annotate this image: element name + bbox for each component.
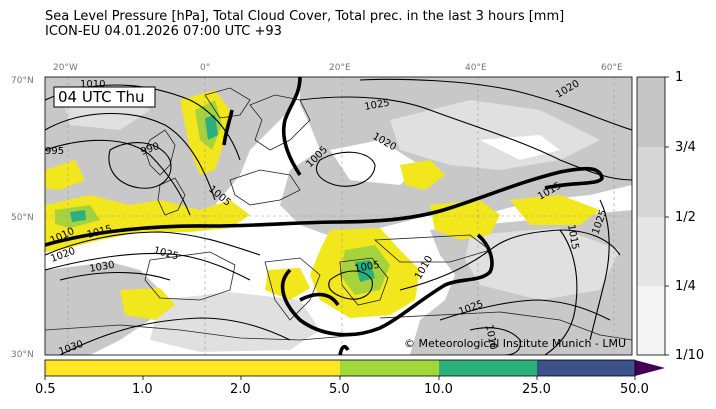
cloud-bin-overcast	[637, 77, 665, 147]
precip-tick-label: 25.0	[522, 382, 551, 397]
lat-label: 70°N	[11, 76, 34, 86]
graticule-labels: 20°W 0° 20°E 40°E 60°E 70°N 50°N 30°N	[11, 63, 623, 360]
copyright-text: © Meteorological Institute Munich - LMU	[404, 337, 626, 350]
isobar-label: 1025	[364, 98, 391, 113]
cloud-bin-few	[637, 286, 665, 355]
cloud-tick-label: 1/4	[675, 279, 696, 294]
cloud-bin-scattered	[637, 217, 665, 286]
cloud-colorbar-frame	[636, 76, 666, 356]
lon-label: 20°W	[53, 63, 78, 73]
precip-tick-label: 2.0	[230, 382, 251, 397]
precip-bin-heavy	[439, 360, 537, 376]
lat-label: 50°N	[11, 213, 34, 223]
cloud-tick-label: 1/2	[675, 210, 696, 225]
isobar-label: 995	[45, 146, 64, 157]
map-frame	[44, 76, 633, 356]
graticule	[45, 77, 632, 355]
precip-colorbar	[44, 359, 665, 380]
isobar-label: 1010	[80, 79, 105, 90]
cloud-tick-label: 1	[675, 70, 684, 85]
cloud-bin-broken	[637, 147, 665, 217]
precip-tick-label: 0.5	[35, 382, 56, 397]
precip-tick-label: 50.0	[620, 382, 649, 397]
map-panel: 04 UTC Thu 1010 995 990 1005 1025 1020 1…	[45, 77, 632, 355]
precip-bin-light	[45, 360, 340, 376]
isobar-label: 1010	[483, 324, 498, 351]
precip-tick-label: 10.0	[424, 382, 453, 397]
precip-bin-moderate	[340, 360, 439, 376]
isobar-label: 1030	[89, 260, 116, 275]
chart-subtitle: ICON-EU 04.01.2026 07:00 UTC +93	[45, 24, 282, 39]
thick-isobars	[45, 77, 604, 355]
precip-tick-label: 5.0	[329, 382, 350, 397]
isobars	[45, 78, 632, 355]
isobar-label: 1015	[565, 224, 580, 251]
isobar-label: 1005	[354, 260, 381, 275]
chart-title: Sea Level Pressure [hPa], Total Cloud Co…	[45, 9, 565, 24]
lat-label: 30°N	[11, 350, 34, 360]
time-label: 04 UTC Thu	[58, 88, 145, 106]
lon-label: 60°E	[601, 63, 623, 73]
precip-bin-veryheavy	[537, 360, 635, 376]
cloud-tick-label: 3/4	[675, 140, 696, 155]
time-label-box	[53, 86, 156, 108]
lon-label: 0°	[200, 63, 210, 73]
cloud-cover-colorbar	[636, 76, 669, 356]
lon-label: 20°E	[329, 63, 351, 73]
precip-tick-label: 1.0	[132, 382, 153, 397]
cloud-tick-label: 1/10	[675, 348, 705, 363]
precip-extend-arrow	[635, 360, 665, 376]
lon-label: 40°E	[465, 63, 487, 73]
